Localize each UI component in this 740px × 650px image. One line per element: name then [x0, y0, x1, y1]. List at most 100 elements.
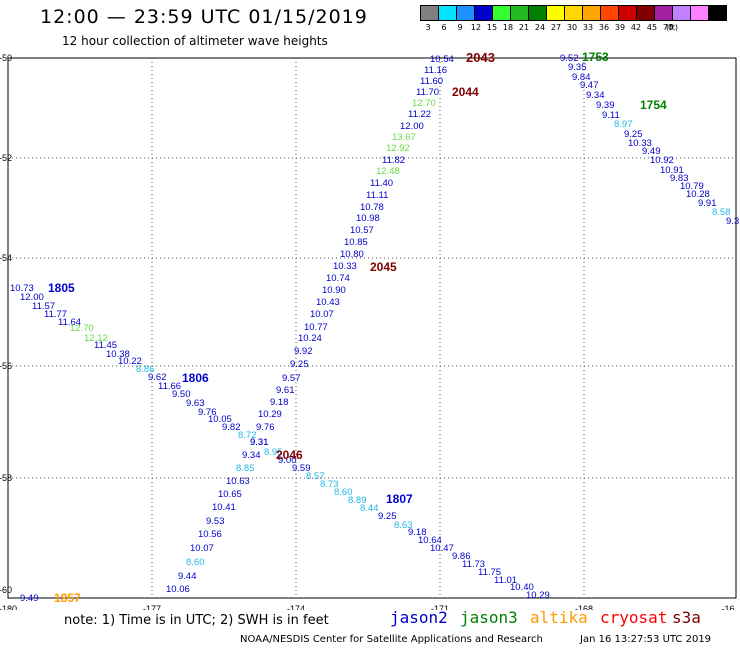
- wave-height-value: 11.60: [420, 76, 443, 87]
- wave-height-value: 10.07: [190, 543, 214, 554]
- pass-time-label: 1754: [640, 98, 667, 112]
- wave-height-value: 9.39: [596, 100, 615, 111]
- wave-height-value: 9.63: [186, 398, 205, 409]
- wave-height-value: 10.90: [322, 285, 346, 296]
- wave-height-value: 9.82: [222, 422, 241, 433]
- wave-height-value: 10.29: [258, 409, 282, 420]
- wave-height-value: 8.63: [394, 520, 413, 531]
- scale-label: 3: [425, 23, 431, 32]
- wave-height-value: 11.66: [158, 381, 181, 392]
- lon-tick-label: -177: [143, 604, 161, 610]
- credit-line: NOAA/NESDIS Center for Satellite Applica…: [240, 634, 543, 645]
- wave-height-value: 10.65: [218, 489, 242, 500]
- wave-height-value: 10.98: [356, 213, 380, 224]
- scale-label: 33: [582, 23, 594, 32]
- wave-height-value: 12.00: [20, 292, 44, 303]
- wave-height-value: 12.00: [400, 121, 424, 132]
- wave-height-value: 12.70: [412, 98, 436, 109]
- wave-height-value: 10.79: [680, 181, 704, 192]
- wave-height-value: 12.70: [70, 323, 94, 334]
- scale-label: 42: [630, 23, 642, 32]
- wave-height-value: 11.11: [366, 190, 388, 201]
- wave-height-value: 10.78: [360, 202, 384, 213]
- wave-height-value: 10.56: [198, 529, 222, 540]
- wave-height-value: 8.60: [186, 557, 205, 568]
- wave-height-value: 9.11: [602, 110, 620, 121]
- wave-height-value: 8.95: [264, 447, 283, 458]
- satellite-legend-item: jason3: [460, 608, 518, 627]
- wave-height-value: 9.31: [250, 437, 269, 448]
- wave-height-value: 9.49: [642, 146, 661, 157]
- pass-time-label: 2044: [452, 85, 479, 99]
- wave-height-value: 9.62: [148, 372, 167, 383]
- wave-height-value: 8.44: [360, 503, 379, 514]
- wave-height-value: 10.28: [686, 189, 710, 200]
- scale-label: 21: [518, 23, 530, 32]
- wave-height-value: 9.35: [568, 62, 587, 73]
- wave-height-value: 12.92: [386, 143, 410, 154]
- wave-height-value: 9.34: [586, 90, 605, 101]
- scale-label: 45: [646, 23, 658, 32]
- wave-height-value: 9.57: [282, 373, 301, 384]
- scale-swatch: [708, 5, 727, 21]
- wave-height-value: 8.58: [712, 207, 731, 218]
- page-subtitle: 12 hour collection of altimeter wave hei…: [62, 34, 328, 48]
- satellite-legend-item: altika: [530, 608, 588, 627]
- wave-height-value: 11.45: [94, 340, 117, 351]
- wave-height-value: 10.80: [340, 249, 364, 260]
- pass-time-label: 1753: [582, 50, 609, 64]
- wave-height-value: 9.61: [276, 385, 295, 396]
- lat-tick-label: -60: [0, 585, 12, 595]
- wave-height-value: 9.86: [452, 551, 471, 562]
- wave-height-value: 10.22: [118, 356, 142, 367]
- wave-height-value: 9.00: [278, 455, 297, 466]
- scale-label: 39: [614, 23, 626, 32]
- wave-height-value: 9.31: [250, 437, 269, 448]
- wave-height-value: 11.82: [382, 155, 405, 166]
- satellite-legend-item: s3a: [672, 608, 701, 627]
- wave-height-value: 10.85: [344, 237, 368, 248]
- wave-height-value: 9.52: [560, 53, 579, 64]
- scale-label: 24: [534, 23, 546, 32]
- wave-height-value: 12.48: [376, 166, 400, 177]
- wave-height-value: 10.54: [430, 54, 454, 65]
- wave-height-value: 11.70: [416, 87, 439, 98]
- wave-height-value: 8.57: [306, 471, 325, 482]
- wave-height-value: 10.05: [208, 414, 232, 425]
- wave-height-value: 9.25: [290, 359, 309, 370]
- pass-time-label: 1806: [182, 371, 209, 385]
- wave-height-value: 9.49: [20, 593, 39, 604]
- wave-height-value: 10.73: [10, 283, 34, 294]
- lon-tick-label: -168: [575, 604, 593, 610]
- color-scale-legend: 3 6 9 12 15 18 21 24 27 30 33 36 39 42 45 70 (ft): [420, 5, 727, 33]
- wave-height-value: 9.92: [294, 346, 313, 357]
- page-title: 12:00 — 23:59 UTC 01/15/2019: [40, 6, 368, 28]
- wave-height-value: 10.43: [316, 297, 340, 308]
- wave-height-map: -180 -177 -174 -171 -168 -16 -50 -52 -54 -56 -58 -6…: [0, 50, 739, 610]
- scale-label: 27: [550, 23, 562, 32]
- wave-height-value: 8.97: [614, 119, 633, 130]
- wave-height-value: 10.33: [333, 261, 357, 272]
- wave-height-value: 8.72: [238, 430, 257, 441]
- wave-height-value: 9.25: [624, 129, 643, 140]
- wave-height-value: 9.50: [172, 389, 191, 400]
- scale-label: 9: [457, 23, 463, 32]
- wave-height-value: 8.85: [236, 463, 255, 474]
- scale-label: 30: [566, 23, 578, 32]
- wave-height-value: 12.12: [84, 333, 108, 344]
- color-scale-swatches: [420, 5, 727, 21]
- wave-height-value: 10.63: [226, 476, 250, 487]
- pass-time-label: 2046: [276, 448, 303, 462]
- wave-height-value: 9.53: [206, 516, 225, 527]
- wave-height-value: 9.47: [580, 80, 599, 91]
- wave-height-value: 11.75: [478, 567, 501, 578]
- wave-height-value: 8.73: [320, 479, 339, 490]
- wave-height-value: 10.38: [106, 349, 130, 360]
- wave-height-value: 9.83: [670, 173, 689, 184]
- wave-height-value: 9.18: [408, 527, 427, 538]
- wave-height-value: 13.67: [392, 132, 416, 143]
- wave-height-value: 11.73: [462, 559, 485, 570]
- wave-height-value: 9.3: [726, 216, 739, 227]
- wave-height-value: 9.91: [698, 198, 717, 209]
- wave-height-value: 8.89: [348, 495, 367, 506]
